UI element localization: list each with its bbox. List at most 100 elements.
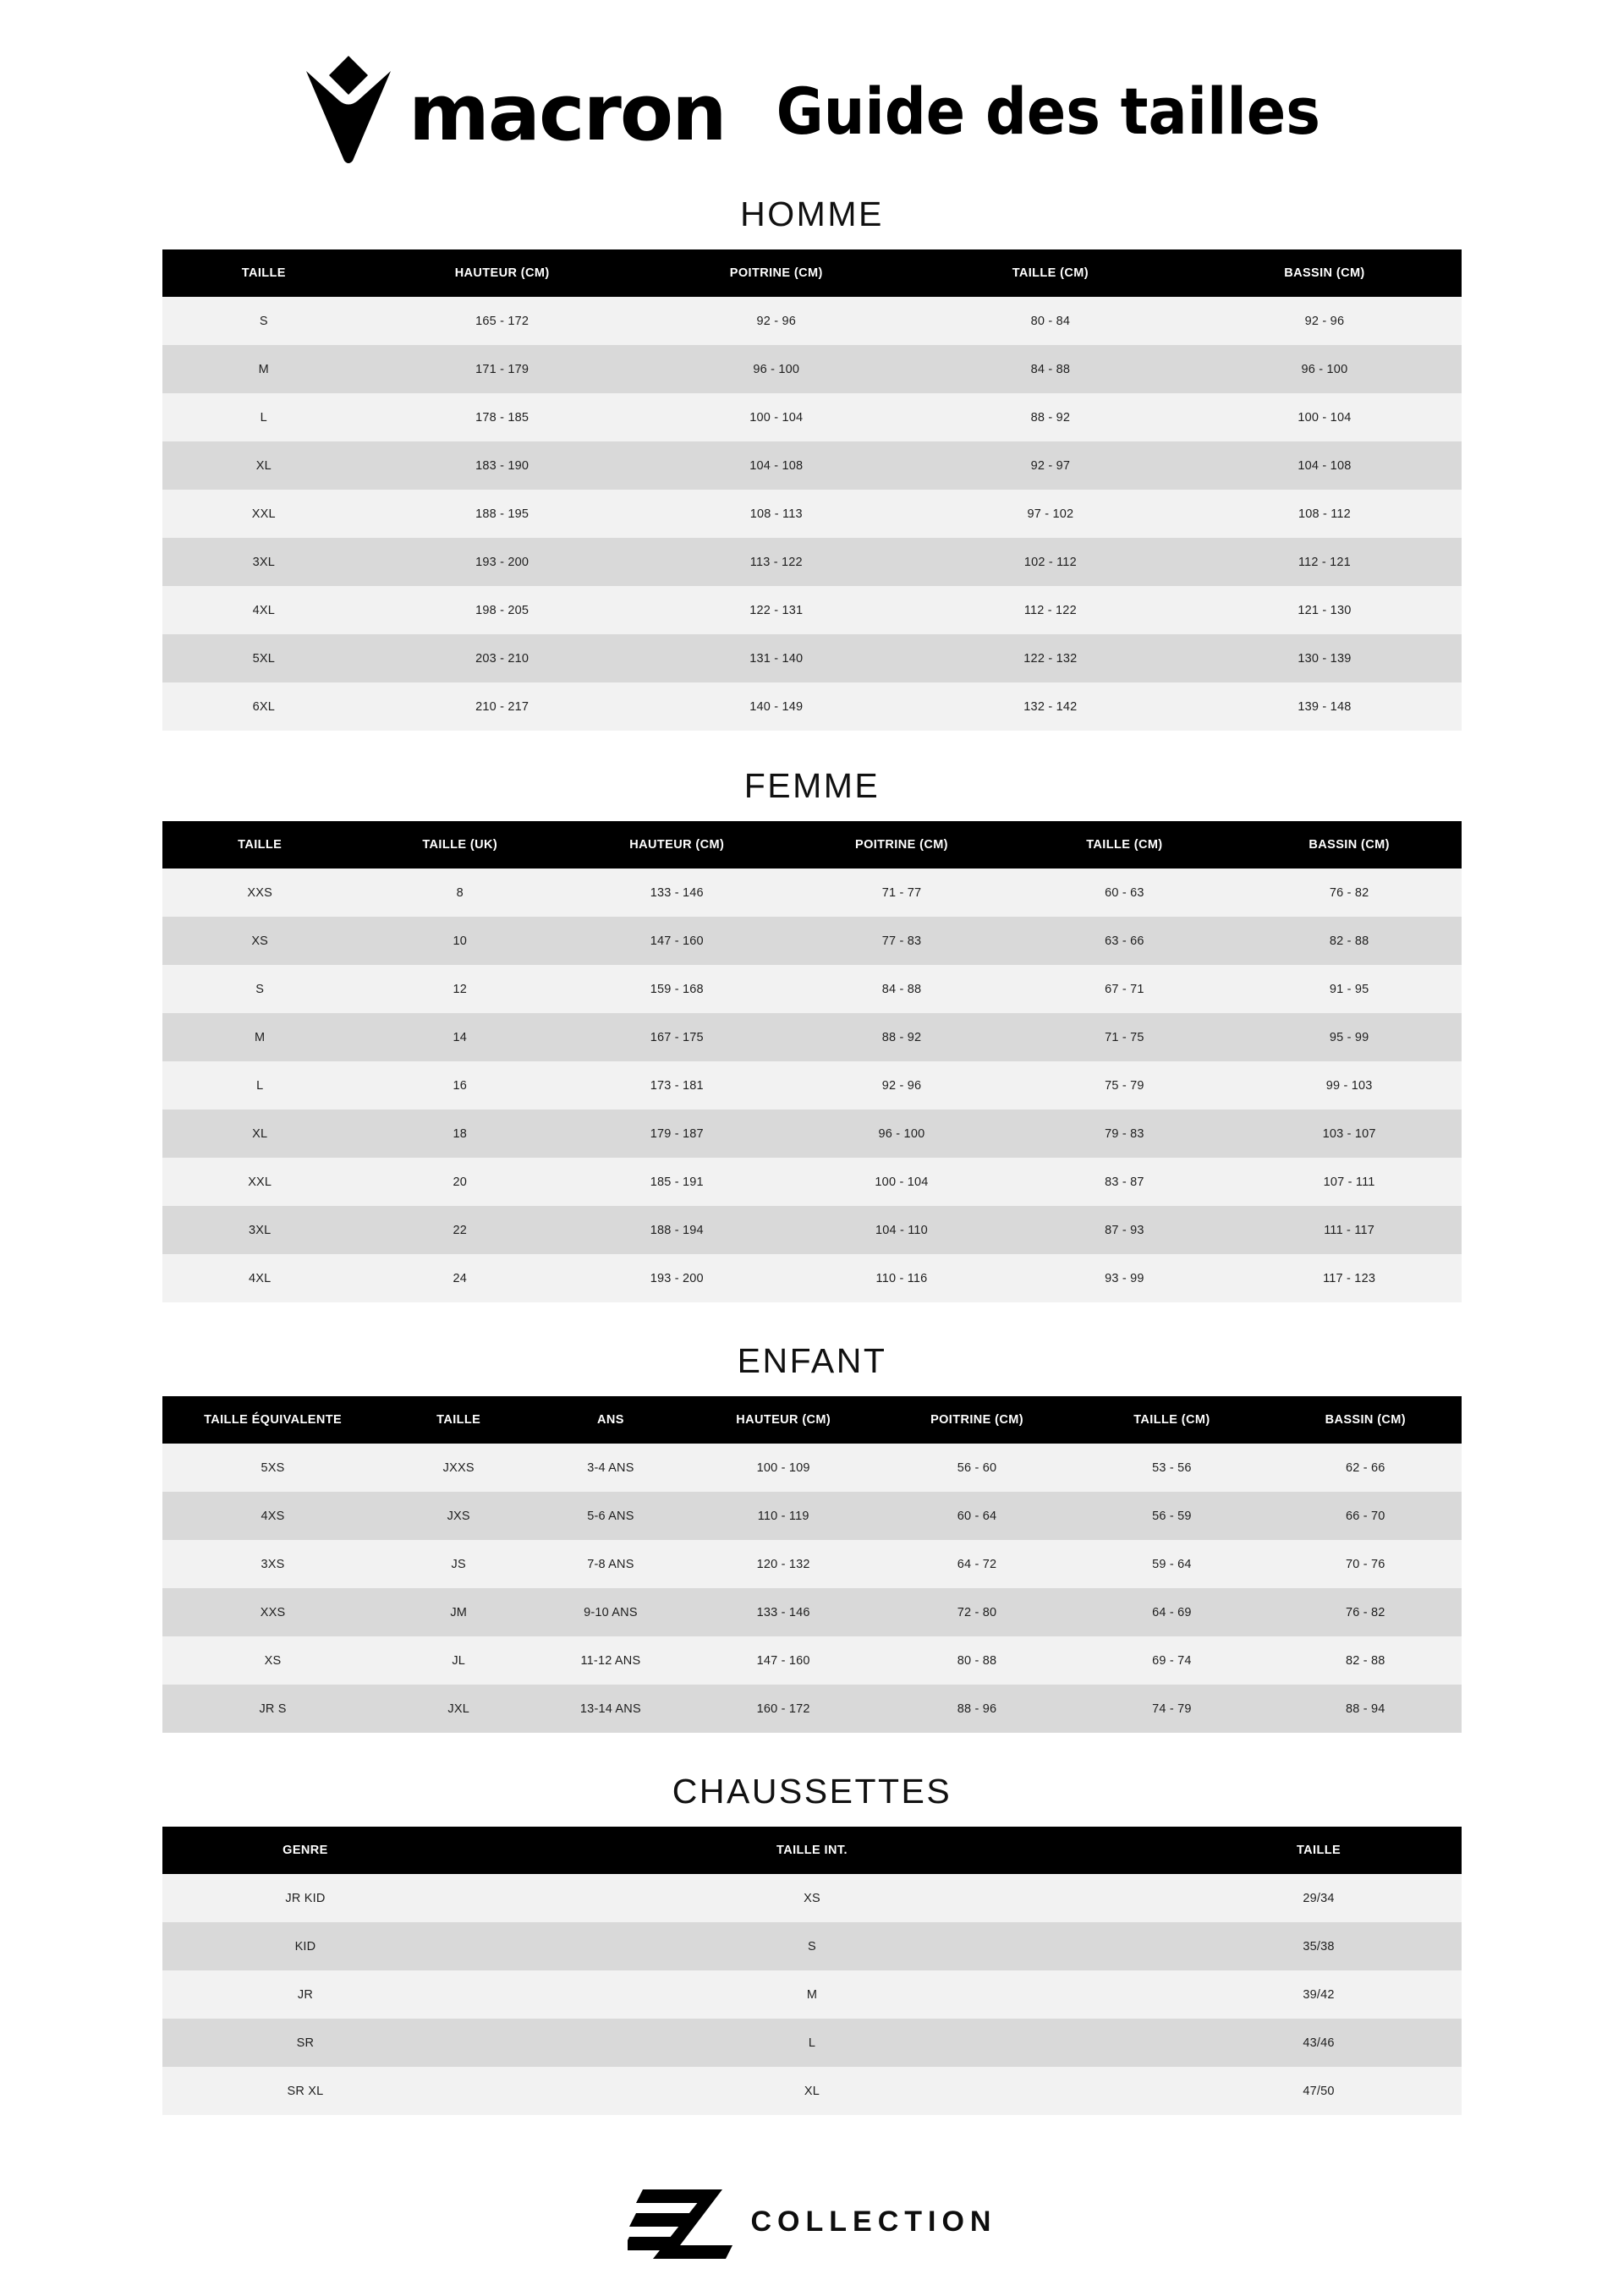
column-header: HAUTEUR (CM): [365, 249, 639, 297]
cell-height: 198 - 205: [365, 586, 639, 634]
column-header: HAUTEUR (CM): [562, 821, 792, 869]
cell-height: 100 - 109: [687, 1444, 880, 1492]
cell-waist: 84 - 88: [913, 345, 1188, 393]
cell-chest: 131 - 140: [639, 634, 914, 682]
cell-hip: 92 - 96: [1187, 297, 1462, 345]
cell-hip: 130 - 139: [1187, 634, 1462, 682]
cell-equivalent-size: 3XS: [162, 1540, 384, 1588]
cell-size-uk: 22: [357, 1206, 563, 1254]
cell-size-uk: 24: [357, 1254, 563, 1302]
cell-age: 11-12 ANS: [534, 1636, 688, 1685]
table-header-row: TAILLE TAILLE (UK) HAUTEUR (CM) POITRINE…: [162, 821, 1462, 869]
cell-hip: 70 - 76: [1269, 1540, 1462, 1588]
cell-height: 159 - 168: [562, 965, 792, 1013]
table-row: 4XL 24 193 - 200 110 - 116 93 - 99 117 -…: [162, 1254, 1462, 1302]
cell-waist: 74 - 79: [1074, 1685, 1270, 1733]
table-row: S 12 159 - 168 84 - 88 67 - 71 91 - 95: [162, 965, 1462, 1013]
cell-size: XXS: [162, 869, 358, 917]
cell-size: 35/38: [1176, 1922, 1462, 1970]
cell-size: XXL: [162, 490, 365, 538]
cell-chest: 113 - 122: [639, 538, 914, 586]
table-head: TAILLE TAILLE (UK) HAUTEUR (CM) POITRINE…: [162, 821, 1462, 869]
cell-size: 5XL: [162, 634, 365, 682]
cell-age: 5-6 ANS: [534, 1492, 688, 1540]
cell-waist: 59 - 64: [1074, 1540, 1270, 1588]
cell-waist: 75 - 79: [1012, 1061, 1237, 1110]
cell-size-uk: 18: [357, 1110, 563, 1158]
section-enfant: ENFANT TAILLE ÉQUIVALENTE TAILLE ANS HAU…: [162, 1302, 1462, 1733]
cell-size: JXL: [383, 1685, 535, 1733]
cell-height: 147 - 160: [562, 917, 792, 965]
cell-hip: 91 - 95: [1237, 965, 1462, 1013]
cell-chest: 100 - 104: [791, 1158, 1012, 1206]
cell-chest: 60 - 64: [879, 1492, 1075, 1540]
cell-height: 185 - 191: [562, 1158, 792, 1206]
section-chaussettes: CHAUSSETTES GENRE TAILLE INT. TAILLE JR …: [162, 1733, 1462, 2115]
column-header: HAUTEUR (CM): [687, 1396, 880, 1444]
cell-chest: 122 - 131: [639, 586, 914, 634]
cell-height: 173 - 181: [562, 1061, 792, 1110]
cell-size: 39/42: [1176, 1970, 1462, 2019]
table-head: TAILLE ÉQUIVALENTE TAILLE ANS HAUTEUR (C…: [162, 1396, 1462, 1444]
cell-size: M: [162, 345, 365, 393]
cell-size: 6XL: [162, 682, 365, 731]
table-row: XXS 8 133 - 146 71 - 77 60 - 63 76 - 82: [162, 869, 1462, 917]
section-homme: HOMME TAILLE HAUTEUR (CM) POITRINE (CM) …: [162, 173, 1462, 731]
cell-height: 171 - 179: [365, 345, 639, 393]
table-row: 6XL 210 - 217 140 - 149 132 - 142 139 - …: [162, 682, 1462, 731]
column-header: POITRINE (CM): [879, 1396, 1075, 1444]
column-header: TAILLE (CM): [1012, 821, 1237, 869]
cell-waist: 88 - 92: [913, 393, 1188, 441]
column-header: POITRINE (CM): [639, 249, 914, 297]
cell-size: XL: [162, 1110, 358, 1158]
cell-chest: 71 - 77: [791, 869, 1012, 917]
section-title-chaussettes: CHAUSSETTES: [672, 1772, 952, 1811]
column-header: BASSIN (CM): [1187, 249, 1462, 297]
cell-size: JL: [383, 1636, 535, 1685]
cell-size: 3XL: [162, 538, 365, 586]
column-header: TAILLE: [383, 1396, 535, 1444]
size-table-enfant: TAILLE ÉQUIVALENTE TAILLE ANS HAUTEUR (C…: [162, 1396, 1462, 1733]
cell-hip: 117 - 123: [1237, 1254, 1462, 1302]
cell-hip: 76 - 82: [1269, 1588, 1462, 1636]
cell-size: JS: [383, 1540, 535, 1588]
table-row: 3XS JS 7-8 ANS 120 - 132 64 - 72 59 - 64…: [162, 1540, 1462, 1588]
column-header: TAILLE (CM): [1074, 1396, 1270, 1444]
cell-chest: 56 - 60: [879, 1444, 1075, 1492]
cell-hip: 139 - 148: [1187, 682, 1462, 731]
cell-size: 43/46: [1176, 2019, 1462, 2067]
table-row: 3XL 193 - 200 113 - 122 102 - 112 112 - …: [162, 538, 1462, 586]
cell-waist: 67 - 71: [1012, 965, 1237, 1013]
table-body: XXS 8 133 - 146 71 - 77 60 - 63 76 - 82 …: [162, 869, 1462, 1302]
cell-height: 160 - 172: [687, 1685, 880, 1733]
cell-height: 133 - 146: [562, 869, 792, 917]
table-body: JR KID XS 29/34 KID S 35/38 JR M 39/42 S…: [162, 1874, 1462, 2115]
table-row: XS 10 147 - 160 77 - 83 63 - 66 82 - 88: [162, 917, 1462, 965]
cell-waist: 93 - 99: [1012, 1254, 1237, 1302]
cell-genre: SR XL: [162, 2067, 448, 2115]
cell-equivalent-size: 5XS: [162, 1444, 384, 1492]
cell-genre: JR: [162, 1970, 448, 2019]
cell-size: JM: [383, 1588, 535, 1636]
cell-size: 3XL: [162, 1206, 358, 1254]
cell-hip: 100 - 104: [1187, 393, 1462, 441]
cell-height: 193 - 200: [365, 538, 639, 586]
cell-size-uk: 10: [357, 917, 563, 965]
table-row: XL 18 179 - 187 96 - 100 79 - 83 103 - 1…: [162, 1110, 1462, 1158]
cell-size-uk: 14: [357, 1013, 563, 1061]
table-head: TAILLE HAUTEUR (CM) POITRINE (CM) TAILLE…: [162, 249, 1462, 297]
column-header: TAILLE ÉQUIVALENTE: [162, 1396, 384, 1444]
cell-waist: 122 - 132: [913, 634, 1188, 682]
section-title-enfant: ENFANT: [737, 1341, 887, 1380]
cell-chest: 92 - 96: [791, 1061, 1012, 1110]
cell-size-uk: 8: [357, 869, 563, 917]
cell-international-size: M: [447, 1970, 1177, 2019]
cell-international-size: L: [447, 2019, 1177, 2067]
cell-age: 13-14 ANS: [534, 1685, 688, 1733]
cell-hip: 82 - 88: [1269, 1636, 1462, 1685]
cell-waist: 64 - 69: [1074, 1588, 1270, 1636]
table-header-row: GENRE TAILLE INT. TAILLE: [162, 1827, 1462, 1874]
cell-international-size: XL: [447, 2067, 1177, 2115]
cell-hip: 82 - 88: [1237, 917, 1462, 965]
